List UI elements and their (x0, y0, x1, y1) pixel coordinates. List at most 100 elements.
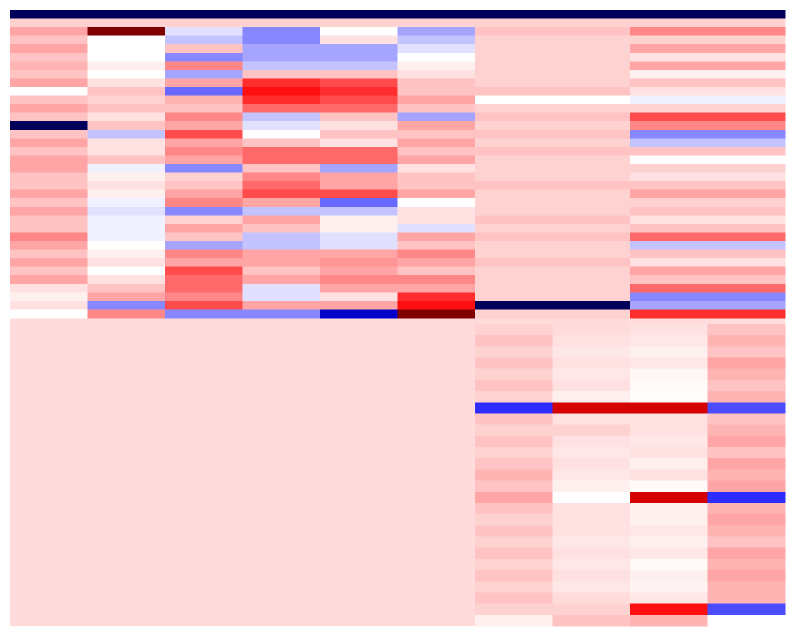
heatmap-cell-bottom-right-r15-c3 (707, 491, 786, 504)
heatmap-cell-bottom-right-r18-c2 (630, 525, 708, 538)
heatmap-cell-top-left-r8-c2 (165, 78, 243, 88)
heatmap-cell-bottom-right-r13-c2 (630, 469, 708, 482)
heatmap-cell-top-left-r28-c4 (320, 249, 398, 259)
heatmap-cell-top-right-r25-c0 (475, 223, 553, 233)
heatmap-cell-top-right-r12-c0 (475, 112, 553, 122)
heatmap-cell-top-right-r20-c3 (707, 181, 786, 191)
heatmap-cell-top-left-r28-c1 (87, 249, 166, 259)
heatmap-cell-top-right-r17-c3 (707, 155, 786, 165)
heatmap-cell-top-right-r7-c0 (475, 69, 553, 79)
heatmap-cell-bottom-right-r2-c1 (552, 346, 631, 359)
heatmap-cell-bottom-right-r2-c2 (630, 346, 708, 359)
heatmap-cell-top-left-r9-c4 (320, 87, 398, 97)
heatmap-cell-top-left-r1-c1 (87, 18, 166, 28)
heatmap-cell-top-left-r17-c1 (87, 155, 166, 165)
heatmap-cell-top-right-r1-c3 (707, 18, 786, 28)
heatmap-cell-bottom-right-r3-c0 (475, 357, 553, 370)
heatmap-cell-top-left-r5-c1 (87, 52, 166, 62)
heatmap-cell-top-left-r25-c3 (242, 223, 321, 233)
heatmap-cell-top-left-r15-c0 (10, 138, 88, 148)
heatmap-cell-bottom-right-r0-c0 (475, 324, 553, 336)
heatmap-cell-top-right-r26-c1 (552, 232, 631, 242)
heatmap-cell-top-left-r3-c0 (10, 35, 88, 45)
heatmap-cell-top-left-r15-c3 (242, 138, 321, 148)
heatmap-cell-bottom-right-r12-c2 (630, 458, 708, 470)
heatmap-cell-top-left-r4-c3 (242, 44, 321, 54)
heatmap-cell-top-left-r6-c3 (242, 61, 321, 71)
heatmap-cell-top-right-r28-c0 (475, 249, 553, 259)
heatmap-cell-bottom-right-r20-c0 (475, 547, 553, 560)
heatmap-cell-top-left-r20-c1 (87, 181, 166, 191)
heatmap-cell-bottom-right-r4-c3 (707, 368, 786, 381)
heatmap-cell-top-left-r33-c2 (165, 292, 243, 302)
heatmap-cell-top-left-r5-c5 (397, 52, 476, 62)
heatmap-cell-bottom-right-r1-c0 (475, 335, 553, 347)
heatmap-cell-bottom-right-r6-c1 (552, 391, 631, 403)
heatmap-cell-top-right-r4-c2 (630, 44, 708, 54)
heatmap-cell-top-left-r15-c2 (165, 138, 243, 148)
heatmap-cell-top-left-r24-c3 (242, 215, 321, 225)
heatmap-cell-bottom-right-r18-c0 (475, 525, 553, 538)
heatmap-cell-bottom-right-r22-c3 (707, 570, 786, 582)
heatmap-cell-bottom-right-r14-c0 (475, 480, 553, 493)
heatmap-cell-top-left-r29-c1 (87, 258, 166, 268)
heatmap-cell-top-right-r17-c2 (630, 155, 708, 165)
heatmap-cell-top-right-r35-c0 (475, 309, 553, 319)
heatmap-cell-top-left-r23-c0 (10, 206, 88, 216)
heatmap-cell-top-left-r11-c5 (397, 104, 476, 114)
heatmap-cell-bottom-right-r3-c1 (552, 357, 631, 370)
heatmap-cell-top-right-r18-c2 (630, 164, 708, 174)
heatmap-cell-top-left-r29-c4 (320, 258, 398, 268)
heatmap-cell-top-left-r13-c4 (320, 121, 398, 131)
heatmap-cell-top-left-r16-c4 (320, 146, 398, 156)
heatmap-cell-top-right-r35-c3 (707, 309, 786, 319)
heatmap-cell-top-left-r19-c0 (10, 172, 88, 182)
heatmap-cell-bottom-right-r9-c3 (707, 424, 786, 437)
heatmap-cell-top-right-r3-c2 (630, 35, 708, 45)
heatmap-cell-top-left-r30-c1 (87, 266, 166, 276)
heatmap-cell-top-left-r15-c4 (320, 138, 398, 148)
heatmap-cell-bottom-right-r10-c2 (630, 435, 708, 448)
heatmap-cell-top-right-r28-c1 (552, 249, 631, 259)
heatmap-cell-top-right-r1-c1 (552, 18, 631, 28)
heatmap-cell-top-right-r32-c1 (552, 283, 631, 293)
heatmap-cell-bottom-right-r18-c3 (707, 525, 786, 538)
heatmap-cell-top-left-r16-c2 (165, 146, 243, 156)
heatmap-cell-top-left-r22-c1 (87, 198, 166, 208)
heatmap-cell-top-right-r17-c0 (475, 155, 553, 165)
heatmap-cell-top-left-r24-c1 (87, 215, 166, 225)
heatmap-cell-top-left-r27-c2 (165, 241, 243, 251)
heatmap-cell-top-left-r27-c3 (242, 241, 321, 251)
heatmap-cell-top-left-r7-c3 (242, 69, 321, 79)
heatmap-cell-top-left-r13-c0 (10, 121, 88, 131)
heatmap-cell-top-right-r3-c1 (552, 35, 631, 45)
heatmap-cell-top-left-r7-c1 (87, 69, 166, 79)
heatmap-cell-top-right-r21-c1 (552, 189, 631, 199)
heatmap-cell-top-left-r27-c4 (320, 241, 398, 251)
heatmap-cell-top-left-r11-c2 (165, 104, 243, 114)
heatmap-cell-top-left-r4-c2 (165, 44, 243, 54)
heatmap-cell-top-left-r9-c3 (242, 87, 321, 97)
heatmap-cell-top-left-r1-c4 (320, 18, 398, 28)
heatmap-cell-top-left-r33-c3 (242, 292, 321, 302)
heatmap-cell-top-right-r29-c1 (552, 258, 631, 268)
heatmap-cell-bottom-right-r25-c2 (630, 603, 708, 616)
heatmap-cell-top-left-r30-c3 (242, 266, 321, 276)
heatmap-cell-top-left-r23-c1 (87, 206, 166, 216)
heatmap-cell-top-left-r21-c2 (165, 189, 243, 199)
heatmap-cell-bottom-right-r7-c1 (552, 402, 631, 414)
heatmap-cell-bottom-right-r14-c3 (707, 480, 786, 493)
heatmap-cell-top-right-r18-c3 (707, 164, 786, 174)
heatmap-cell-top-right-r0-c1 (552, 10, 631, 20)
heatmap-cell-top-left-r23-c4 (320, 206, 398, 216)
heatmap-cell-bottom-right-r23-c2 (630, 581, 708, 593)
heatmap-cell-bottom-right-r12-c3 (707, 458, 786, 470)
heatmap-cell-top-left-r19-c5 (397, 172, 476, 182)
heatmap-cell-top-right-r8-c0 (475, 78, 553, 88)
heatmap-cell-bottom-right-r22-c1 (552, 570, 631, 582)
heatmap-cell-top-right-r13-c1 (552, 121, 631, 131)
heatmap-cell-top-left-r32-c3 (242, 283, 321, 293)
heatmap-cell-top-left-r8-c3 (242, 78, 321, 88)
heatmap-cell-bottom-right-r1-c1 (552, 335, 631, 347)
heatmap-cell-top-right-r24-c3 (707, 215, 786, 225)
